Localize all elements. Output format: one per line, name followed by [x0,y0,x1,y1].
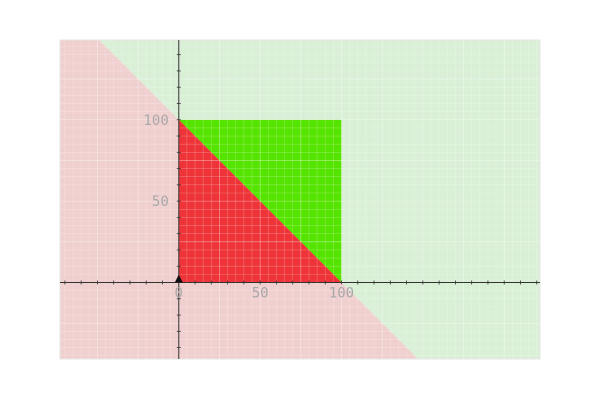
grid-layer [59,39,541,360]
y-tick-label: 100 [143,113,168,129]
plot-frame [59,39,541,360]
y-tick-label: 50 [152,194,169,210]
tick-labels-layer: 0 50 100 50 100 [143,113,354,302]
origin-marker [174,274,183,283]
x-tick-label: 100 [329,286,354,302]
x-tick-label: 0 [175,286,183,302]
regions-layer [60,40,540,359]
x-tick-label: 50 [252,286,269,302]
axes-layer [60,40,540,359]
